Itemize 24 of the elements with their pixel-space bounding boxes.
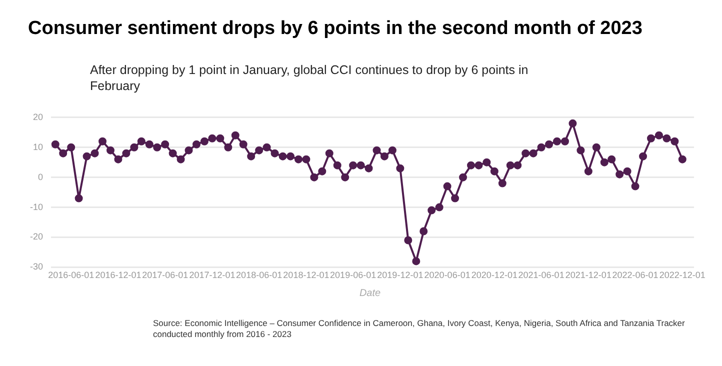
y-tick-label: -30	[30, 262, 44, 272]
x-tick-label: 2021-06-01	[518, 270, 564, 280]
x-tick-label: 2022-06-01	[612, 270, 658, 280]
x-tick-label: 2016-06-01	[48, 270, 94, 280]
x-tick-label: 2018-06-01	[236, 270, 282, 280]
x-tick-label: 2017-12-01	[189, 270, 236, 280]
x-tick-label: 2019-06-01	[330, 270, 376, 280]
x-tick-label: 2020-12-01	[471, 270, 518, 280]
chart-subtitle: After dropping by 1 point in January, global CCI continues to drop by 6 points in February	[90, 62, 530, 94]
y-tick-label: 20	[32, 112, 44, 122]
y-tick-label: 10	[32, 142, 44, 152]
x-tick-label: 2017-06-01	[142, 270, 188, 280]
x-tick-label: 2018-12-01	[283, 270, 330, 280]
y-tick-label: -10	[30, 202, 44, 212]
x-tick-label: 2022-12-01	[659, 270, 706, 280]
x-axis-title: Date	[358, 288, 382, 299]
source-note: Source: Economic Intelligence – Consumer Confidence in Cameroon, Ghana, Ivory Coast, Kenya, Nigeria, South Africa and Tanzania Tracker conducted monthly from 2016 - 2023	[153, 318, 686, 340]
x-tick-label: 2019-12-01	[377, 270, 424, 280]
x-tick-label: 2020-06-01	[424, 270, 470, 280]
y-tick-label: 0	[38, 172, 44, 182]
x-tick-label: 2016-12-01	[95, 270, 142, 280]
x-tick-label: 2021-12-01	[565, 270, 612, 280]
y-tick-label: -20	[30, 232, 44, 242]
chart-title: Consumer sentiment drops by 6 points in the second month of 2023	[28, 18, 642, 40]
